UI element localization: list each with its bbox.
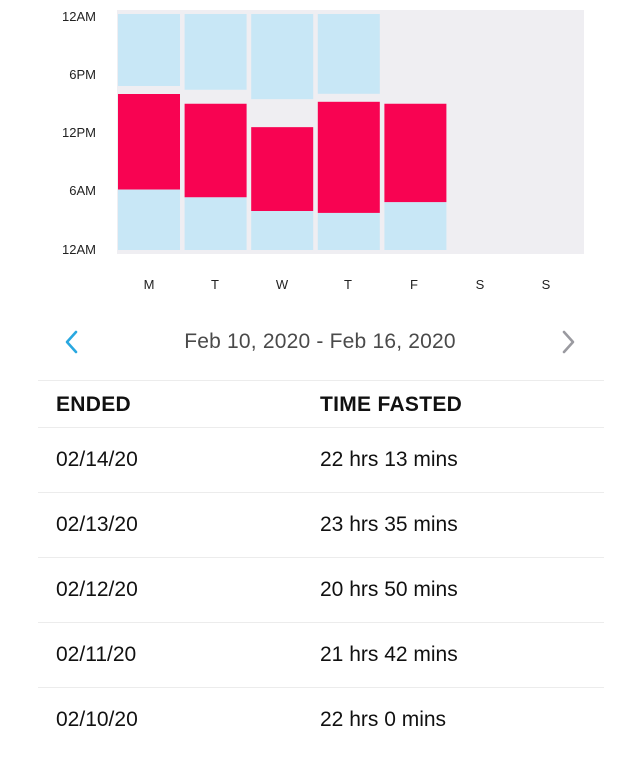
table-row[interactable]: 02/12/20 20 hrs 50 mins bbox=[38, 557, 604, 622]
table-row[interactable]: 02/11/20 21 hrs 42 mins bbox=[38, 622, 604, 687]
ended-date: 02/12/20 bbox=[56, 578, 138, 601]
week-range-label: Feb 10, 2020 - Feb 16, 2020 bbox=[184, 330, 456, 353]
table-row[interactable]: 02/13/20 23 hrs 35 mins bbox=[38, 492, 604, 557]
table-header: ENDED TIME FASTED bbox=[38, 380, 604, 427]
table-row[interactable]: 02/10/20 22 hrs 0 mins bbox=[38, 687, 604, 752]
x-tick-label: S bbox=[476, 277, 485, 292]
ended-date: 02/11/20 bbox=[56, 643, 137, 666]
fast-bar[interactable] bbox=[118, 94, 180, 190]
time-fasted: 22 hrs 13 mins bbox=[320, 448, 458, 471]
table-row[interactable]: 02/14/20 22 hrs 13 mins bbox=[38, 427, 604, 492]
x-tick-label: M bbox=[144, 277, 155, 292]
time-fasted: 22 hrs 0 mins bbox=[320, 708, 447, 731]
chart-bars bbox=[118, 14, 447, 250]
time-fasted: 21 hrs 42 mins bbox=[320, 643, 458, 666]
week-navigator: Feb 10, 2020 - Feb 16, 2020 bbox=[0, 318, 640, 366]
morning-band bbox=[251, 211, 314, 250]
morning-band bbox=[317, 212, 380, 250]
fast-bar[interactable] bbox=[384, 103, 447, 203]
fast-bar[interactable] bbox=[184, 103, 247, 198]
x-tick-label: S bbox=[542, 277, 551, 292]
next-week-button[interactable] bbox=[552, 326, 584, 358]
y-tick-label: 12AM bbox=[62, 242, 96, 257]
evening-band bbox=[118, 14, 180, 86]
ended-date: 02/10/20 bbox=[56, 708, 138, 731]
previous-week-button[interactable] bbox=[56, 326, 88, 358]
fast-bar[interactable] bbox=[251, 127, 314, 211]
fasting-history-table: ENDED TIME FASTED 02/14/20 22 hrs 13 min… bbox=[38, 380, 604, 752]
y-tick-label: 6AM bbox=[69, 183, 96, 198]
x-tick-label: T bbox=[211, 277, 219, 292]
evening-band bbox=[251, 14, 314, 100]
y-tick-label: 12AM bbox=[62, 9, 96, 24]
y-tick-label: 12PM bbox=[62, 125, 96, 140]
x-tick-label: W bbox=[276, 277, 289, 292]
ended-date: 02/14/20 bbox=[56, 448, 138, 471]
ended-date: 02/13/20 bbox=[56, 513, 138, 536]
y-axis-ticks: 12AM 6PM 12PM 6AM 12AM bbox=[62, 9, 96, 257]
evening-band bbox=[184, 14, 247, 90]
column-header-ended: ENDED bbox=[56, 393, 132, 416]
time-fasted: 23 hrs 35 mins bbox=[320, 513, 458, 536]
y-tick-label: 6PM bbox=[69, 67, 96, 82]
morning-band bbox=[118, 189, 180, 250]
x-tick-label: T bbox=[344, 277, 352, 292]
evening-band bbox=[317, 14, 380, 94]
time-fasted: 20 hrs 50 mins bbox=[320, 578, 458, 601]
morning-band bbox=[384, 202, 447, 250]
fasting-week-chart: 12AM 6PM 12PM 6AM 12AM M T W T F S S bbox=[62, 9, 584, 292]
chevron-left-icon bbox=[65, 330, 78, 354]
x-tick-label: F bbox=[410, 277, 418, 292]
chevron-right-icon bbox=[562, 330, 575, 354]
column-header-time-fasted: TIME FASTED bbox=[320, 393, 463, 416]
morning-band bbox=[184, 197, 247, 250]
fast-bar[interactable] bbox=[317, 101, 380, 213]
